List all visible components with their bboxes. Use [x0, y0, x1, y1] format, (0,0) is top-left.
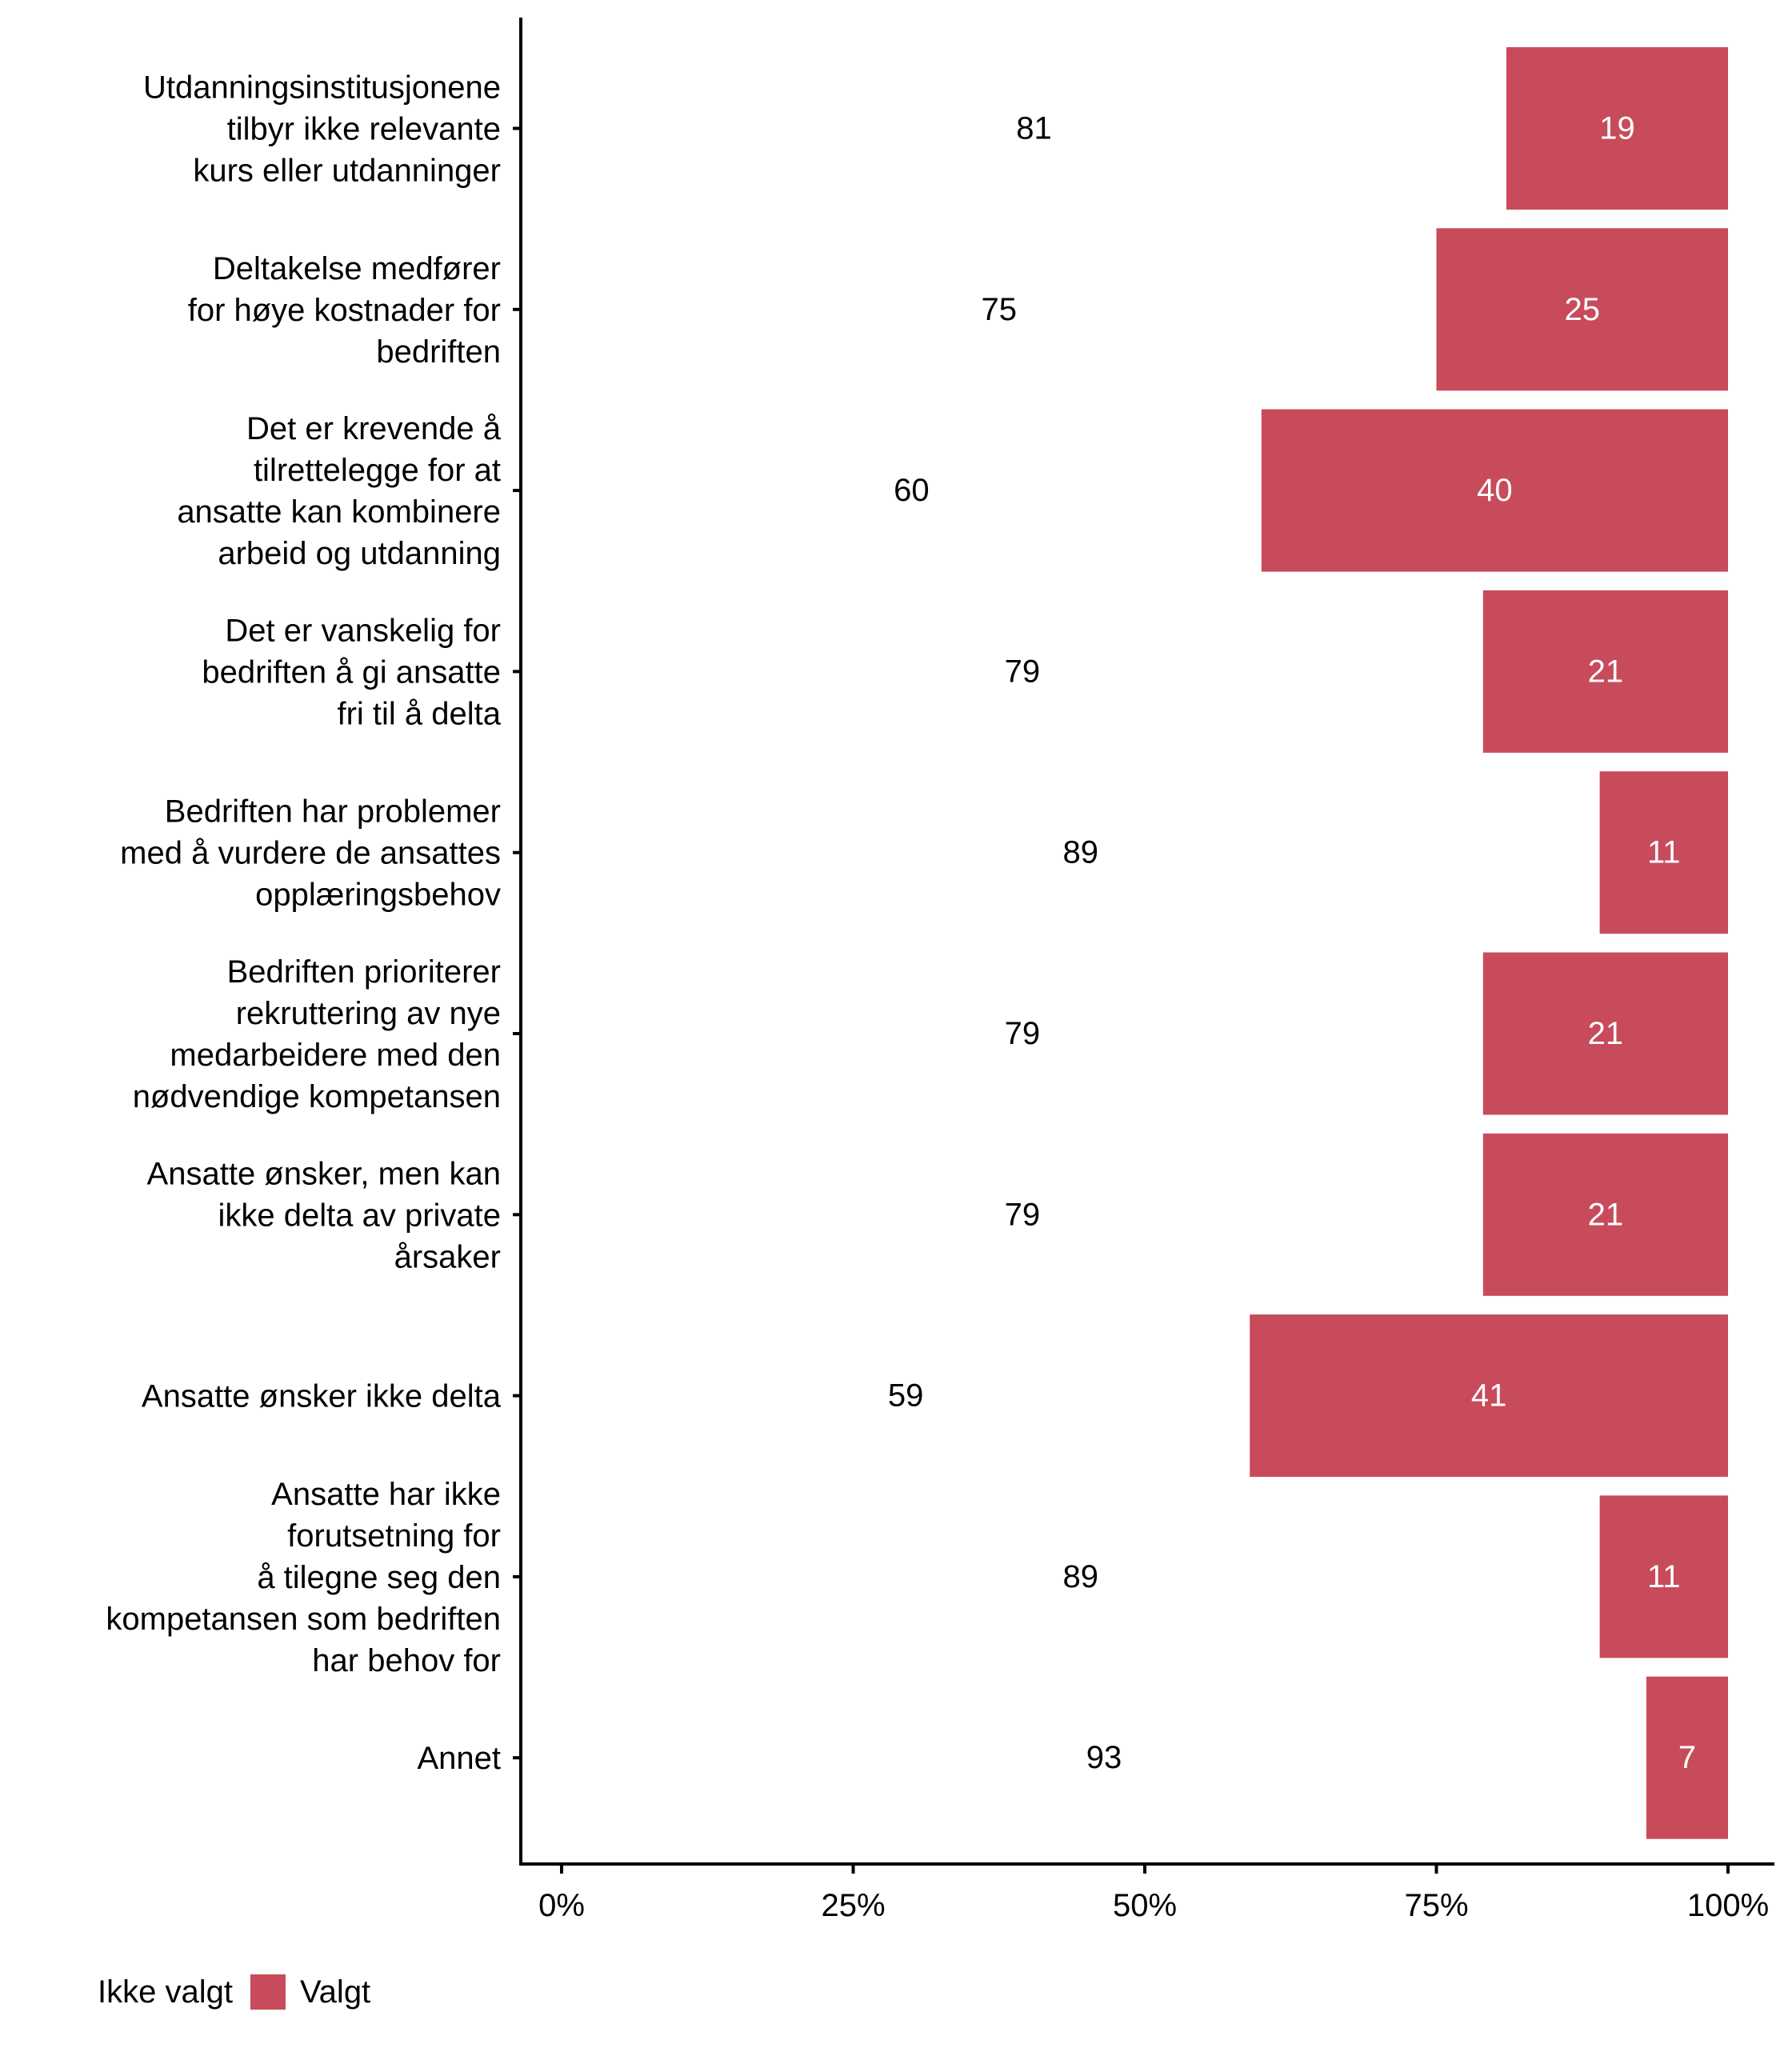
bar-valgt — [1506, 47, 1728, 210]
x-axis-ticks: 0% 25% 50% 75% 100% — [538, 1866, 1769, 1923]
category-label: Bedriften prioriterer rekruttering av nye… — [133, 954, 501, 1114]
value-label: 7 — [1678, 1740, 1696, 1775]
value-label: 25 — [1565, 292, 1601, 327]
bar-valgt — [1599, 1495, 1728, 1658]
x-tick-label: 100% — [1687, 1888, 1769, 1923]
bar-valgt — [1261, 409, 1728, 572]
category-label: Det er vanskelig for bedriften å gi ansat… — [202, 613, 501, 731]
x-tick-label: 0% — [538, 1888, 585, 1923]
bar-valgt — [1599, 771, 1728, 934]
value-label: 21 — [1588, 1197, 1624, 1232]
bars-layer — [1250, 47, 1728, 1839]
value-label: 11 — [1647, 1559, 1681, 1594]
category-label: Utdanningsinstitusjonene tilbyr ikke rele… — [143, 70, 501, 189]
value-label: 59 — [888, 1378, 924, 1414]
value-label: 11 — [1647, 835, 1681, 870]
bar-valgt — [1436, 228, 1728, 391]
value-label: 75 — [982, 292, 1018, 327]
legend-label: Valgt — [300, 1974, 370, 2010]
value-label: 89 — [1063, 1559, 1099, 1594]
legend-label: Ikke valgt — [98, 1974, 233, 2010]
category-label: Ansatte har ikke forutsetning for å tilegn… — [106, 1477, 501, 1678]
bar-valgt — [1482, 1133, 1728, 1296]
category-label: Annet — [417, 1741, 501, 1776]
value-labels-layer: 81 19 75 25 60 40 79 21 89 11 79 21 79 21 59 41 89 11 93 7 — [888, 111, 1696, 1776]
value-label: 19 — [1599, 111, 1635, 146]
value-label: 89 — [1063, 835, 1099, 870]
category-label: Det er krevende å tilrettelegge for at ans… — [177, 411, 501, 571]
value-label: 79 — [1005, 654, 1041, 689]
category-label: Bedriften har problemer med å vurdere de … — [120, 794, 501, 913]
x-tick-label: 75% — [1404, 1888, 1468, 1923]
x-tick-label: 25% — [821, 1888, 885, 1923]
value-label: 81 — [1016, 111, 1052, 146]
bar-valgt — [1482, 952, 1728, 1115]
value-label: 21 — [1588, 1016, 1624, 1051]
value-label: 40 — [1477, 473, 1513, 508]
value-label: 93 — [1086, 1740, 1122, 1775]
legend: Ikke valgt Valgt — [98, 1974, 370, 2010]
value-label: 21 — [1588, 654, 1624, 689]
value-label: 79 — [1005, 1197, 1041, 1232]
bar-valgt — [1482, 590, 1728, 753]
value-label: 41 — [1471, 1378, 1507, 1414]
value-label: 79 — [1005, 1016, 1041, 1051]
legend-swatch-valgt — [250, 1974, 286, 2010]
y-axis-labels: Utdanningsinstitusjonene tilbyr ikke rele… — [106, 70, 501, 1777]
category-label: Ansatte ønsker ikke delta — [142, 1379, 502, 1414]
y-axis-ticks — [513, 126, 521, 1760]
value-label: 60 — [894, 473, 930, 508]
bar-valgt — [1646, 1676, 1728, 1839]
category-label: Ansatte ønsker, men kan ikke delta av pri… — [147, 1156, 501, 1274]
category-label: Deltakelse medfører for høye kostnader fo… — [188, 251, 501, 370]
x-tick-label: 50% — [1113, 1888, 1177, 1923]
bar-valgt — [1250, 1314, 1728, 1478]
